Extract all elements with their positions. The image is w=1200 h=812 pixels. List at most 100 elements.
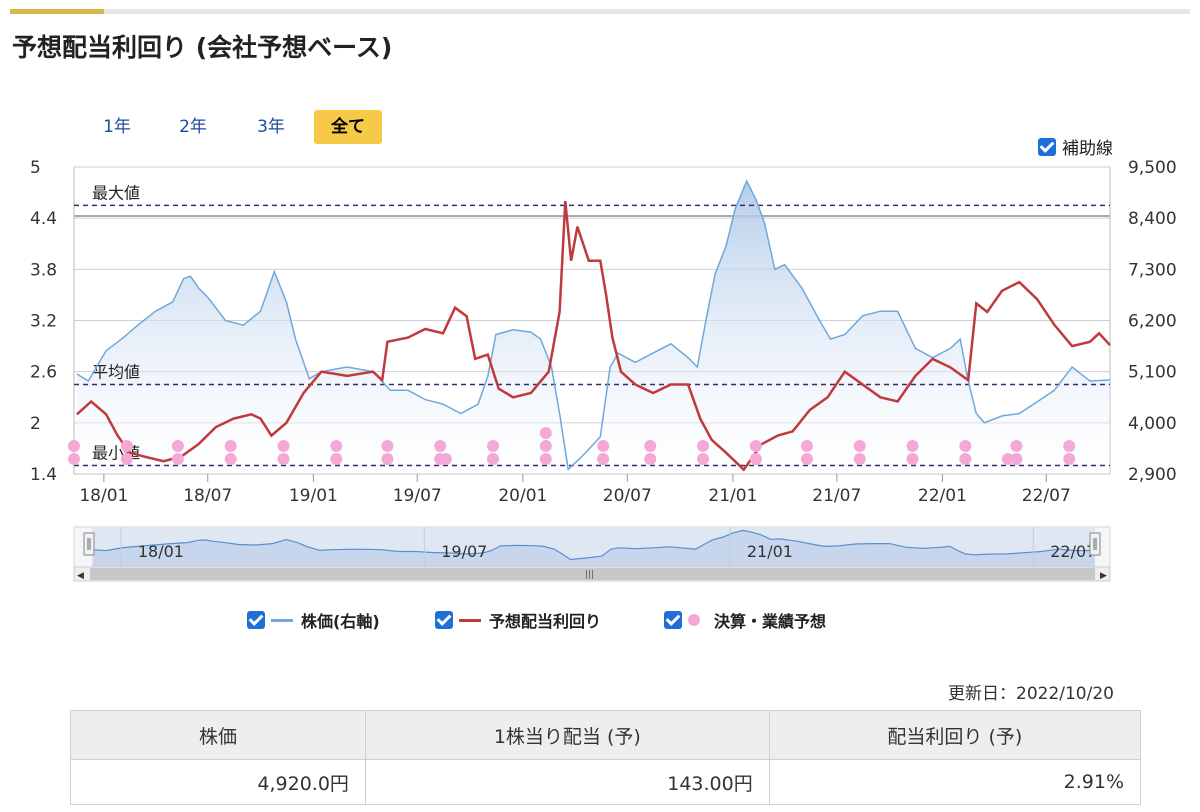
- navigator-area: [92, 530, 1095, 567]
- value-price: 4,920.0円: [70, 759, 366, 805]
- event-marker: [853, 453, 866, 465]
- legend-yield-checkbox[interactable]: [435, 611, 453, 629]
- series-lines: [76, 179, 1111, 472]
- x-tick-label: 20/01: [498, 486, 547, 506]
- y-left-tick-label: 3.2: [30, 312, 57, 332]
- event-marker: [224, 453, 237, 465]
- reference-line-label: 平均値: [92, 362, 140, 381]
- x-tick-label: 18/07: [183, 486, 232, 506]
- event-marker: [539, 453, 552, 465]
- event-marker: [749, 440, 762, 452]
- range-3y-button[interactable]: 3年: [257, 117, 285, 137]
- x-tick-label: 21/01: [708, 486, 757, 506]
- event-marker: [439, 453, 452, 465]
- legend-price-checkbox[interactable]: [247, 611, 265, 629]
- event-marker: [644, 453, 657, 465]
- event-marker: [749, 453, 762, 465]
- navigator-right-handle[interactable]: [1089, 532, 1101, 556]
- navigator-label: 18/01: [138, 542, 184, 561]
- price-area: [76, 181, 1110, 474]
- scrollbar-right-arrow[interactable]: ▶: [1100, 571, 1107, 581]
- aux-line-label: 補助線: [1062, 139, 1113, 159]
- event-marker: [697, 453, 710, 465]
- event-marker: [697, 440, 710, 452]
- event-marker: [120, 440, 133, 452]
- y-left-tick-label: 5: [30, 158, 41, 178]
- range-all-button[interactable]: 全て: [314, 110, 382, 144]
- updated-date: 更新日：2022/10/20: [948, 684, 1114, 704]
- event-marker: [906, 440, 919, 452]
- event-marker: [539, 427, 552, 439]
- event-marker: [1001, 453, 1014, 465]
- event-marker: [644, 440, 657, 452]
- x-tick-label: 19/07: [393, 486, 442, 506]
- event-marker: [171, 440, 184, 452]
- top-accent-bar: [10, 9, 1190, 14]
- price-line: [76, 179, 1111, 471]
- summary-value-row: 4,920.0円 143.00円 2.91%: [70, 759, 1142, 805]
- y-left-tick-label: 4.4: [30, 209, 57, 229]
- event-marker: [277, 440, 290, 452]
- scrollbar-thumb[interactable]: [90, 568, 1095, 580]
- event-marker: [853, 440, 866, 452]
- scrollbar-grip-icon: |||: [585, 570, 594, 580]
- event-marker: [597, 453, 610, 465]
- event-marker: [906, 453, 919, 465]
- y-left-tick-label: 1.4: [30, 465, 57, 485]
- event-marker: [381, 453, 394, 465]
- event-marker: [1010, 440, 1023, 452]
- legend-yield-line-icon: [459, 618, 481, 622]
- aux-line-checkbox[interactable]: [1038, 137, 1056, 156]
- event-marker: [486, 440, 499, 452]
- value-dividend: 143.00円: [364, 759, 770, 805]
- legend-events-dot-icon: [688, 614, 700, 626]
- legend-price[interactable]: 株価(右軸): [247, 608, 380, 632]
- top-accent-segment: [10, 9, 104, 14]
- event-marker: [330, 453, 343, 465]
- header-yield: 配当利回り (予): [768, 710, 1142, 760]
- event-marker: [1010, 453, 1023, 465]
- aux-line-toggle[interactable]: 補助線: [1038, 134, 1113, 159]
- legend-events-checkbox[interactable]: [664, 611, 682, 629]
- page-title: 予想配当利回り (会社予想ベース): [12, 33, 393, 62]
- legend-yield[interactable]: 予想配当利回り: [435, 608, 601, 632]
- event-marker: [597, 440, 610, 452]
- x-tick-label: 22/01: [918, 486, 967, 506]
- y-right-tick-label: 8,400: [1128, 209, 1177, 229]
- event-marker: [1063, 453, 1076, 465]
- range-2y-button[interactable]: 2年: [179, 117, 207, 137]
- y-left-tick-label: 2: [30, 414, 41, 434]
- y-right-tick-label: 5,100: [1128, 363, 1177, 383]
- x-tick-label: 21/07: [812, 486, 861, 506]
- navigator-label: 22/07: [1050, 542, 1096, 561]
- event-marker: [434, 440, 447, 452]
- summary-header-row: 株価 1株当り配当 (予) 配当利回り (予): [70, 710, 1142, 760]
- x-tick-label: 20/07: [603, 486, 652, 506]
- navigator-label: 21/01: [747, 542, 793, 561]
- yield-line: [76, 200, 1111, 472]
- legend-events-label: 決算・業績予想: [714, 612, 827, 631]
- navigator-series: 18/01 19/07 21/01 22/07: [92, 527, 1096, 567]
- legend-events[interactable]: 決算・業績予想: [664, 608, 826, 632]
- reference-line-label: 最大値: [92, 183, 140, 202]
- event-marker: [539, 440, 552, 452]
- y-right-tick-label: 2,900: [1128, 465, 1177, 485]
- range-1y-button[interactable]: 1年: [103, 117, 131, 137]
- x-tick-label: 18/01: [79, 486, 128, 506]
- legend-price-label: 株価(右軸): [301, 612, 380, 631]
- event-marker: [800, 440, 813, 452]
- event-marker: [800, 453, 813, 465]
- event-marker: [1063, 440, 1076, 452]
- event-marker: [224, 440, 237, 452]
- navigator-left-handle[interactable]: [83, 532, 95, 556]
- scrollbar-left-arrow[interactable]: ◀: [77, 571, 84, 581]
- x-tick-label: 19/01: [289, 486, 338, 506]
- header-dividend: 1株当り配当 (予): [364, 710, 770, 760]
- y-left-tick-label: 3.8: [30, 260, 57, 280]
- header-price: 株価: [70, 710, 366, 760]
- event-marker: [120, 453, 133, 465]
- legend-yield-label: 予想配当利回り: [489, 612, 602, 631]
- summary-table: 株価 1株当り配当 (予) 配当利回り (予) 4,920.0円 143.00円…: [70, 710, 1142, 805]
